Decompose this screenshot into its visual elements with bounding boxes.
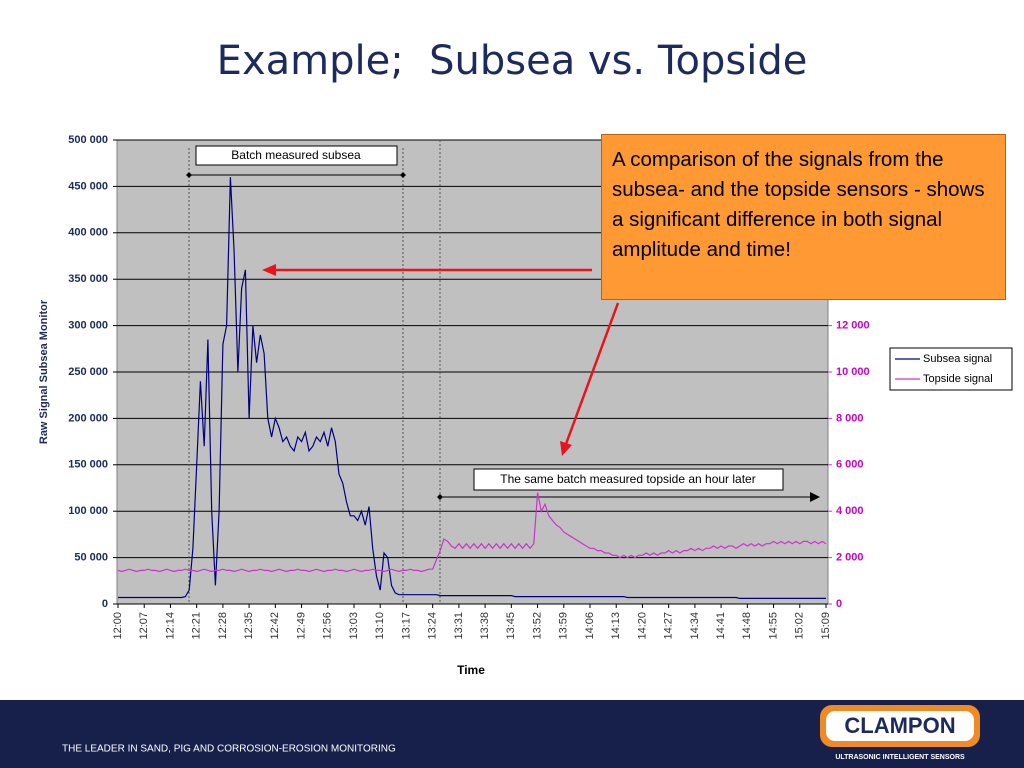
series-line <box>118 177 826 599</box>
annotation-box <box>195 145 398 166</box>
x-tick-label: 12:42 <box>269 612 281 640</box>
series-line <box>117 492 827 573</box>
footer-tagline: THE LEADER IN SAND, PIG AND CORROSION-ER… <box>62 744 396 755</box>
y2-tick-label: 10 000 <box>836 366 870 378</box>
x-tick-label: 14:06 <box>584 612 596 640</box>
y-tick-label: 400 000 <box>68 227 108 239</box>
x-tick-label: 13:31 <box>453 612 465 640</box>
legend-label: Subsea signal <box>923 353 992 365</box>
annotation: Batch measured subsea <box>231 148 361 162</box>
x-tick-label: 12:21 <box>191 612 203 640</box>
x-tick-label: 14:27 <box>663 612 675 640</box>
x-tick-label: 13:45 <box>505 612 517 640</box>
legend-box <box>889 347 1013 391</box>
x-tick-label: 15:09 <box>820 612 832 640</box>
x-tick-label: 13:24 <box>427 612 439 640</box>
y-tick-label: 0 <box>102 598 108 610</box>
x-tick-label: 14:55 <box>767 612 779 640</box>
x-tick-label: 13:03 <box>348 612 360 640</box>
y-tick-label: 500 000 <box>68 134 108 146</box>
pointer-head <box>560 441 572 456</box>
x-tick-label: 12:28 <box>217 612 229 640</box>
pointer-arrow <box>564 302 620 445</box>
x-tick-label: 12:56 <box>322 612 334 640</box>
slide-title: Example; Subsea vs. Topside <box>216 38 808 84</box>
x-tick-label: 12:14 <box>164 612 176 640</box>
y-tick-label: 250 000 <box>68 366 108 378</box>
y2-tick-label: 12 000 <box>836 320 870 332</box>
logo-subtitle: ULTRASONIC INTELLIGENT SENSORS <box>835 754 965 761</box>
y-tick-label: 350 000 <box>68 273 108 285</box>
x-tick-label: 14:34 <box>689 612 701 640</box>
y-axis-label: Raw Signal Subsea Monitor <box>38 299 50 444</box>
y-tick-label: 50 000 <box>74 552 108 564</box>
y-tick-label: 450 000 <box>68 180 108 192</box>
x-axis-label: Time <box>457 663 485 677</box>
x-tick-label: 13:17 <box>400 612 412 640</box>
y-tick-label: 300 000 <box>68 320 108 332</box>
x-tick-label: 12:00 <box>112 612 124 640</box>
x-tick-label: 15:02 <box>794 612 806 640</box>
y2-tick-label: 6 000 <box>836 459 864 471</box>
annotation-box <box>473 468 784 491</box>
x-tick-label: 12:07 <box>138 612 150 640</box>
x-tick-label: 13:59 <box>558 612 570 640</box>
pointer-head <box>262 264 276 276</box>
y-tick-label: 200 000 <box>68 412 108 424</box>
x-tick-label: 13:52 <box>531 612 543 640</box>
x-tick-label: 14:48 <box>741 612 753 640</box>
y2-tick-label: 8 000 <box>836 412 864 424</box>
y2-tick-label: 0 <box>836 598 842 610</box>
x-tick-label: 13:10 <box>374 612 386 640</box>
annotation: The same batch measured topside an hour … <box>500 472 755 486</box>
x-tick-label: 12:35 <box>243 612 255 640</box>
logo-text: CLAMPON <box>844 713 955 738</box>
y2-tick-label: 4 000 <box>836 505 864 517</box>
x-tick-label: 14:20 <box>636 612 648 640</box>
x-tick-label: 14:13 <box>610 612 622 640</box>
y-tick-label: 150 000 <box>68 459 108 471</box>
y-tick-label: 100 000 <box>68 505 108 517</box>
logo-plate <box>826 711 974 741</box>
legend-label: Topside signal <box>923 373 993 385</box>
y2-tick-label: 2 000 <box>836 552 864 564</box>
x-tick-label: 13:38 <box>479 612 491 640</box>
x-tick-label: 12:49 <box>295 612 307 640</box>
callout: A comparison of the signals from the sub… <box>601 134 1006 300</box>
x-tick-label: 14:41 <box>715 612 727 640</box>
